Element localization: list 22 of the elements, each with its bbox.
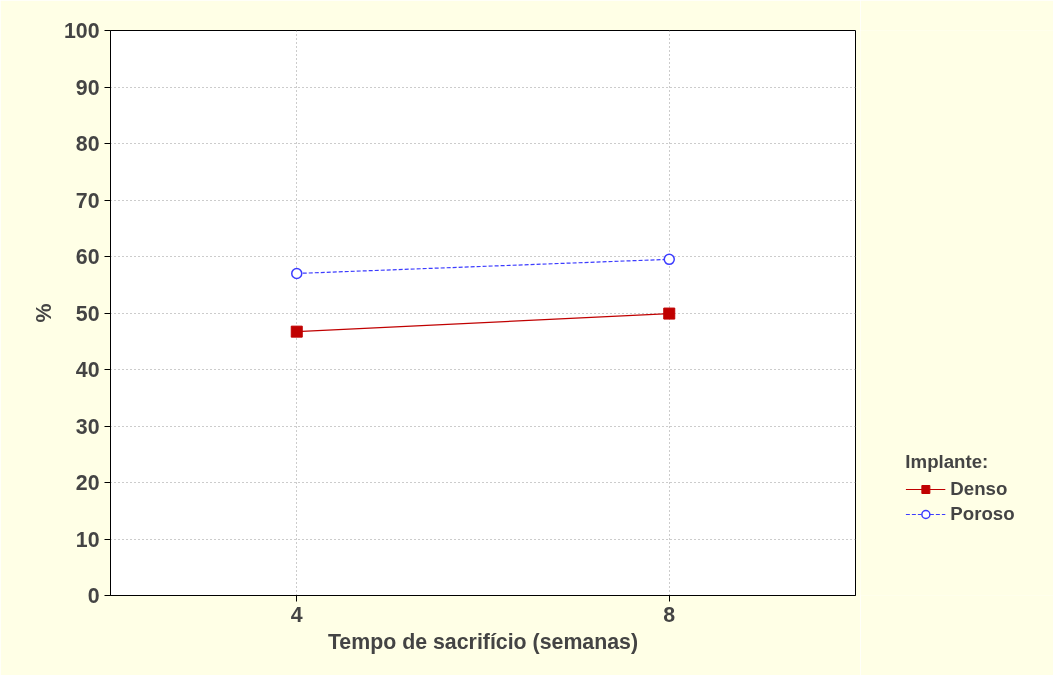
y-tick-label: 10 (75, 527, 100, 552)
y-tick-label: 70 (75, 188, 100, 213)
point (291, 267, 303, 280)
x-tick-label: 4 (290, 602, 303, 627)
x-tick-label: 8 (663, 602, 676, 627)
point (663, 253, 675, 266)
y-tick-label: 90 (75, 75, 100, 100)
y-tick-label: 60 (75, 245, 100, 269)
y-tick-label: 100 (63, 19, 100, 43)
y-tick-label: 30 (75, 414, 100, 439)
y-axis-title: % (31, 303, 56, 323)
y-tick-label: 50 (75, 301, 100, 326)
legend-label: Denso (950, 478, 1008, 500)
y-tick-label: 0 (87, 584, 100, 608)
point (663, 307, 676, 320)
point (290, 325, 303, 338)
y-tick-label: 40 (75, 358, 100, 382)
legend-label: Poroso (950, 503, 1015, 525)
y-tick-label: 80 (75, 132, 100, 156)
legend-title: Implante: (905, 451, 990, 473)
x-axis-title: Tempo de sacrifício (semanas) (327, 629, 639, 654)
y-tick-label: 20 (75, 471, 100, 495)
